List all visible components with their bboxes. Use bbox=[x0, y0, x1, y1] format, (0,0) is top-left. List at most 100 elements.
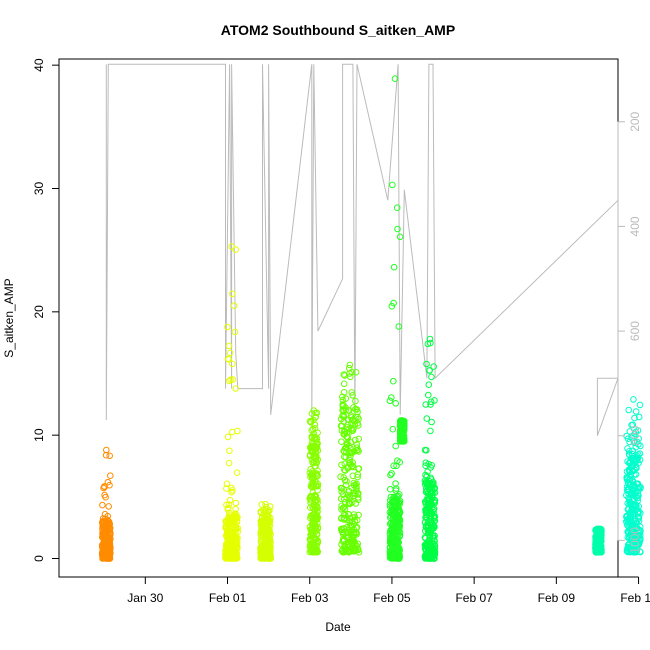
data-point bbox=[635, 413, 643, 421]
data-point bbox=[340, 474, 348, 481]
data-point bbox=[392, 442, 400, 450]
data-points bbox=[98, 75, 644, 562]
data-point bbox=[339, 393, 346, 401]
data-point bbox=[387, 471, 394, 479]
data-point bbox=[343, 477, 350, 485]
data-point bbox=[631, 495, 638, 503]
data-point bbox=[627, 490, 635, 497]
data-point bbox=[425, 381, 433, 389]
data-point bbox=[337, 484, 345, 492]
data-point bbox=[340, 495, 348, 503]
data-point bbox=[347, 522, 354, 529]
data-point bbox=[338, 506, 345, 513]
data-point bbox=[630, 547, 637, 554]
data-point bbox=[224, 433, 232, 441]
data-point bbox=[337, 473, 344, 481]
data-point bbox=[312, 524, 320, 531]
data-point bbox=[430, 363, 438, 370]
data-point bbox=[626, 468, 633, 475]
data-point bbox=[389, 514, 397, 522]
data-point bbox=[345, 407, 353, 414]
data-point bbox=[390, 377, 397, 385]
data-point bbox=[390, 505, 398, 513]
data-point bbox=[355, 549, 363, 556]
data-point bbox=[344, 544, 351, 551]
data-point bbox=[106, 452, 113, 460]
data-point bbox=[232, 499, 240, 507]
data-point bbox=[423, 447, 430, 454]
y-axis-label: S_aitken_AMP bbox=[2, 278, 16, 357]
x-tick-label: Feb 01 bbox=[209, 591, 247, 605]
data-point bbox=[623, 513, 630, 521]
data-point bbox=[423, 507, 431, 515]
data-point bbox=[231, 554, 239, 562]
data-point bbox=[623, 473, 631, 481]
data-point bbox=[386, 551, 394, 558]
data-point bbox=[350, 404, 357, 411]
data-point bbox=[228, 428, 236, 436]
data-point-max bbox=[310, 407, 318, 414]
altitude-line bbox=[105, 63, 619, 436]
data-point bbox=[350, 479, 358, 487]
data-point bbox=[631, 522, 639, 529]
data-point bbox=[347, 461, 355, 468]
data-point bbox=[425, 391, 432, 399]
data-point bbox=[352, 405, 359, 413]
data-point bbox=[422, 401, 430, 408]
data-point bbox=[625, 459, 633, 467]
data-point bbox=[388, 302, 396, 310]
data-point bbox=[427, 401, 434, 408]
data-point bbox=[428, 553, 435, 561]
data-point bbox=[229, 487, 236, 494]
data-point bbox=[394, 457, 401, 465]
data-point bbox=[353, 524, 361, 531]
data-point bbox=[338, 525, 345, 533]
data-point bbox=[257, 545, 265, 553]
data-point bbox=[632, 493, 640, 501]
data-point bbox=[349, 427, 357, 435]
data-point bbox=[223, 480, 231, 488]
data-point bbox=[632, 408, 640, 415]
data-point bbox=[635, 540, 643, 548]
data-point bbox=[226, 447, 233, 455]
data-point bbox=[223, 485, 230, 492]
data-point bbox=[386, 397, 394, 405]
data-point-max bbox=[262, 500, 269, 508]
data-point bbox=[431, 397, 438, 404]
data-point bbox=[343, 532, 350, 539]
data-point bbox=[227, 376, 234, 384]
data-point bbox=[351, 436, 359, 444]
data-point bbox=[625, 528, 633, 536]
data-point-max bbox=[595, 525, 602, 533]
data-point bbox=[229, 360, 236, 368]
data-point bbox=[422, 535, 429, 542]
data-point bbox=[628, 521, 636, 528]
x-tick-label: Feb 09 bbox=[538, 591, 576, 605]
data-point bbox=[627, 481, 635, 489]
data-point bbox=[592, 547, 600, 555]
y2-axis: 200 400 600 800 1000 bbox=[617, 111, 642, 554]
data-point bbox=[234, 427, 241, 435]
data-point bbox=[342, 406, 350, 414]
x-tick-label: Feb 05 bbox=[373, 591, 411, 605]
data-point bbox=[101, 552, 109, 560]
data-point bbox=[310, 443, 318, 450]
data-point bbox=[431, 545, 439, 552]
data-point bbox=[392, 480, 399, 487]
data-point bbox=[635, 435, 643, 443]
data-point bbox=[353, 480, 360, 488]
data-point bbox=[224, 543, 231, 551]
data-point bbox=[386, 497, 394, 504]
data-point bbox=[635, 508, 643, 516]
y2-tick-label: 200 bbox=[628, 111, 642, 131]
data-point bbox=[225, 531, 233, 538]
data-point bbox=[101, 510, 109, 518]
data-point bbox=[225, 459, 233, 467]
data-point bbox=[423, 552, 431, 559]
data-point bbox=[233, 469, 241, 477]
y-axis: 0 10 20 30 40 bbox=[32, 58, 60, 562]
data-point bbox=[425, 526, 432, 534]
data-point bbox=[394, 225, 401, 233]
data-point bbox=[265, 554, 272, 561]
